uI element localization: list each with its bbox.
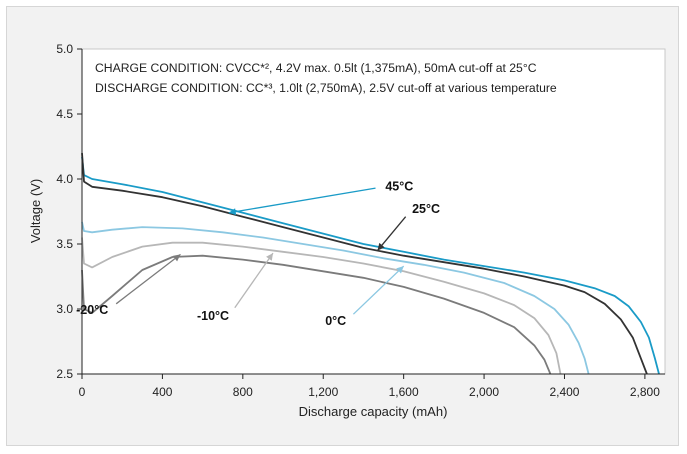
y-tick-label: 5.0 [56, 42, 73, 56]
charge-condition-note: CHARGE CONDITION: CVCC*², 4.2V max. 0.5l… [95, 61, 537, 75]
series-line-45c [81, 156, 660, 375]
y-tick-label: 4.0 [56, 172, 73, 186]
x-tick-label: 1,200 [308, 385, 338, 399]
x-tick-label: 0 [79, 385, 86, 399]
pointer-line-25c [377, 216, 407, 251]
discharge-condition-note: DISCHARGE CONDITION: CC*³, 1.0lt (2,750m… [95, 81, 557, 95]
x-tick-label: 2,000 [469, 385, 499, 399]
series-line-0c [81, 221, 590, 375]
series-line-25c [81, 152, 648, 375]
pointer-line-minus-10c [234, 252, 274, 309]
series-label-minus-20c: -20°C [76, 303, 108, 317]
x-tick-label: 2,400 [549, 385, 579, 399]
x-tick-label: 800 [233, 385, 253, 399]
x-ticks: 0 400 800 1,200 1,600 2,000 2,400 2,800 [79, 374, 660, 399]
y-axis-title: Voltage (V) [28, 179, 43, 243]
series-pointers [115, 187, 407, 315]
x-tick-label: 400 [152, 385, 172, 399]
series-line-minus-10c [81, 237, 562, 375]
pointer-line-minus-20c [115, 253, 181, 305]
series-line-minus-20c [81, 254, 552, 375]
pointer-line-45c [228, 187, 376, 214]
pointer-arrowhead-minus-20c [172, 254, 181, 262]
pointer-arrowhead-minus-10c [266, 253, 273, 261]
pointer-line-0c [352, 265, 405, 315]
series-lines [81, 152, 660, 375]
x-tick-label: 2,800 [630, 385, 660, 399]
x-tick-label: 1,600 [389, 385, 419, 399]
y-ticks: 2.5 3.0 3.5 4.0 4.5 5.0 [56, 42, 82, 381]
pointer-arrowhead-45c [228, 208, 237, 216]
series-labels: 45°C 25°C 0°C -10°C -20°C [76, 179, 440, 328]
y-tick-label: 3.5 [56, 237, 73, 251]
y-tick-label: 4.5 [56, 107, 73, 121]
plot-area [81, 48, 666, 375]
series-label-45c: 45°C [385, 179, 413, 193]
series-label-25c: 25°C [412, 202, 440, 216]
series-label-0c: 0°C [325, 314, 346, 328]
x-axis-title: Discharge capacity (mAh) [299, 404, 448, 419]
y-tick-label: 2.5 [56, 367, 73, 381]
pointer-arrowhead-25c [377, 242, 385, 251]
pointer-arrowhead-0c [396, 266, 404, 274]
y-tick-label: 3.0 [56, 302, 73, 316]
series-label-minus-10c: -10°C [197, 309, 229, 323]
